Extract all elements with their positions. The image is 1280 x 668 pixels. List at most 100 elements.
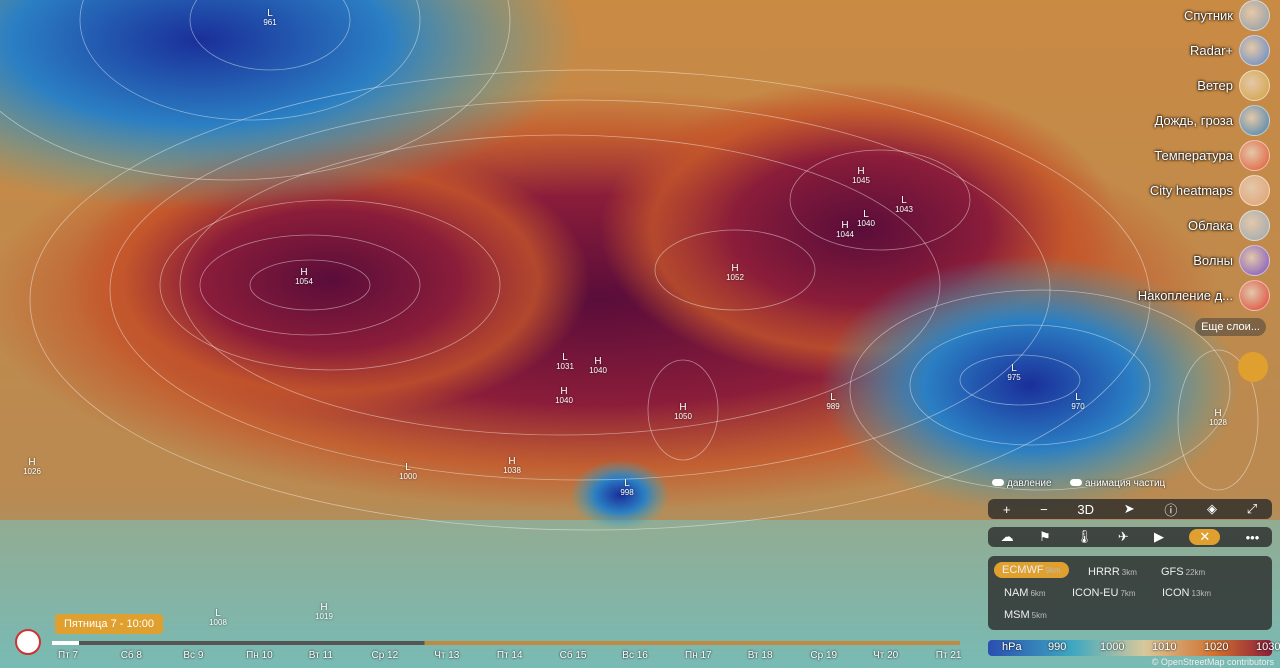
layer-icon <box>1239 209 1270 241</box>
icon-row: ☁ ⚑ 🌡 ✈ ▶ ✕ ••• <box>988 527 1272 547</box>
timeline-day[interactable]: Сб 15 <box>559 650 587 661</box>
toolbar-button[interactable]: 3D <box>1077 501 1095 517</box>
toolbar-button[interactable]: + <box>1002 501 1011 517</box>
icon-button[interactable]: ☁ <box>1000 529 1014 544</box>
pressure-kind: L <box>901 195 907 206</box>
layer-item[interactable]: City heatmaps <box>1150 174 1270 206</box>
model-option[interactable]: HRRR 3km <box>1088 566 1137 578</box>
play-button[interactable] <box>15 629 41 655</box>
pressure-value: 970 <box>1071 402 1085 411</box>
model-resolution: 7km <box>1120 589 1136 598</box>
pressure-kind: H <box>841 220 849 231</box>
toolbar-icon[interactable]: ⤢ <box>1246 501 1258 516</box>
toggle-label: давление <box>1007 478 1052 489</box>
pressure-kind: L <box>267 8 273 19</box>
pressure-value: 1000 <box>399 472 417 481</box>
pressure-center: H 1040 <box>589 357 607 376</box>
timeline-day[interactable]: Пн 17 <box>685 650 712 661</box>
pressure-kind: L <box>1011 363 1017 374</box>
pressure-center: H 1050 <box>674 402 692 422</box>
pressure-kind: L <box>624 478 630 489</box>
model-option[interactable]: ICON 13km <box>1162 587 1211 599</box>
pressure-center: H 1040 <box>555 387 573 406</box>
model-option[interactable]: NAM 6km <box>1004 587 1046 599</box>
timeline-day[interactable]: Вс 9 <box>183 650 204 661</box>
icon-button[interactable]: ✈ <box>1117 529 1129 544</box>
icon-button[interactable]: ••• <box>1245 529 1260 545</box>
model-option[interactable]: ECMWF 9km <box>994 562 1069 578</box>
timeline-day[interactable]: Вт 18 <box>747 650 773 661</box>
pressure-center: H 1054 <box>295 268 313 287</box>
attribution[interactable]: © OpenStreetMap contributors <box>1151 657 1274 667</box>
pressure-value: 1040 <box>857 219 875 228</box>
layer-item[interactable]: Волны <box>1193 244 1270 276</box>
layer-icon <box>1239 69 1270 101</box>
layer-item[interactable]: Radar+ <box>1190 34 1270 66</box>
toggle[interactable]: давление <box>992 478 1052 489</box>
model-resolution: 13km <box>1191 589 1212 598</box>
layer-icon <box>1239 34 1270 66</box>
model-panel: ECMWF 9km HRRR 3km GFS 22km NAM 6km ICON-EU 7km IC… <box>988 556 1272 630</box>
timeline-day[interactable]: Вт 11 <box>308 650 333 661</box>
model-option[interactable]: ICON-EU 7km <box>1072 587 1136 599</box>
current-time[interactable]: Пятница 7 - 10:00 <box>55 614 164 634</box>
pressure-value: 1054 <box>295 277 313 286</box>
layer-item[interactable]: Температура <box>1154 139 1270 171</box>
toolbar-button[interactable]: − <box>1040 501 1048 517</box>
pressure-kind: H <box>679 402 687 413</box>
layer-icon <box>1239 174 1270 206</box>
layer-item[interactable]: Дождь, гроза <box>1154 104 1270 136</box>
layer-label: Спутник <box>1183 7 1233 23</box>
timeline-day[interactable]: Пт 21 <box>935 650 962 661</box>
toolbar-icon[interactable]: ◈ <box>1207 501 1218 516</box>
pressure-kind: L <box>562 352 568 363</box>
timeline-track[interactable] <box>52 641 960 645</box>
pressure-kind: H <box>1214 408 1222 419</box>
timeline-day[interactable]: Чт 20 <box>873 650 899 661</box>
toggle-switch <box>992 479 1004 486</box>
pressure-center: H 1044 <box>836 220 854 240</box>
model-option[interactable]: MSM 5km <box>1004 609 1047 621</box>
timeline-day[interactable]: Чт 13 <box>434 650 460 661</box>
layer-icon <box>1239 0 1270 31</box>
layer-item[interactable]: Спутник <box>1183 0 1270 31</box>
layer-label: Radar+ <box>1190 42 1233 58</box>
legend-value: 1000 <box>1100 641 1125 653</box>
timeline-day[interactable]: Вс 16 <box>622 650 648 661</box>
timeline-day[interactable]: Пт 7 <box>58 650 79 661</box>
icon-button[interactable]: ✕ <box>1189 529 1221 545</box>
timeline-day[interactable]: Ср 19 <box>810 650 838 661</box>
timeline-day[interactable]: Сб 8 <box>120 650 142 661</box>
icon-button[interactable]: ▶ <box>1154 529 1165 544</box>
pressure-value: 1043 <box>895 205 913 214</box>
pressure-value: 961 <box>263 18 277 27</box>
icon-button[interactable]: 🌡 <box>1075 529 1093 544</box>
timeline-day[interactable]: Пт 14 <box>496 650 523 661</box>
pressure-kind: H <box>508 456 516 467</box>
toggle[interactable]: анимация частиц <box>1070 478 1165 489</box>
model-name: ICON-EU <box>1072 587 1119 599</box>
model-option[interactable]: GFS 22km <box>1161 566 1205 578</box>
toolbar-icon[interactable]: ⓘ <box>1164 502 1178 518</box>
pressure-legend: hPa 990 1000 1010 1020 1030 <box>988 640 1280 656</box>
pressure-value: 1044 <box>836 230 854 239</box>
toggle-label: анимация частиц <box>1085 478 1166 489</box>
more-layers[interactable]: Еще слои... <box>1195 318 1266 336</box>
timeline-day[interactable]: Ср 12 <box>371 650 399 661</box>
pressure-center: L 1008 <box>209 608 227 628</box>
layer-item[interactable]: Ветер <box>1197 69 1270 101</box>
layer-item[interactable]: Накопление д... <box>1138 279 1270 311</box>
pressure-value: 1008 <box>209 618 227 627</box>
timeline-day[interactable]: Пн 10 <box>246 650 273 661</box>
flight-button[interactable] <box>1238 352 1268 382</box>
pressure-center: L 1000 <box>399 463 417 482</box>
toolbar-icon[interactable]: ➤ <box>1123 501 1135 516</box>
layer-item[interactable]: Облака <box>1188 209 1270 241</box>
legend-value: 1010 <box>1152 641 1177 653</box>
pressure-kind: L <box>215 608 221 619</box>
pressure-kind: L <box>1075 392 1081 403</box>
pressure-value: 1052 <box>726 273 744 282</box>
icon-button[interactable]: ⚑ <box>1038 529 1051 544</box>
pressure-value: 1031 <box>556 362 574 371</box>
